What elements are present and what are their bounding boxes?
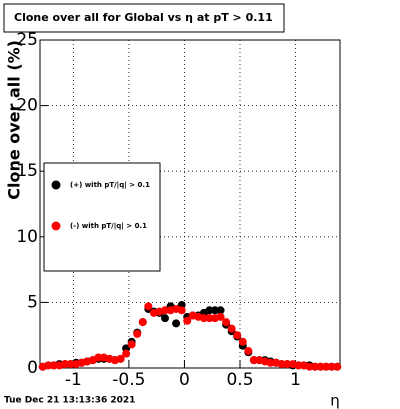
data-point: [144, 302, 153, 311]
legend-label: (-) with pT/|q| > 0.1: [70, 222, 147, 231]
y-tick-label: 5: [27, 292, 38, 312]
data-point: [211, 306, 219, 315]
x-tick-label: 1: [290, 370, 301, 390]
data-point: [333, 362, 342, 371]
data-point: [66, 360, 75, 369]
chart-title: Clone over all for Global vs η at pT > 0…: [14, 11, 273, 24]
data-point: [283, 360, 292, 369]
data-point: [316, 362, 325, 371]
legend-label: (+) with pT/|q| > 0.1: [70, 181, 150, 190]
legend-marker: [51, 221, 61, 231]
data-point: [127, 340, 136, 349]
data-point: [61, 360, 69, 369]
data-point: [94, 353, 103, 362]
data-point: [233, 331, 242, 340]
data-point: [122, 349, 131, 358]
data-point: [44, 361, 53, 370]
data-point: [183, 316, 192, 325]
data-point: [161, 314, 169, 323]
data-point: [177, 306, 186, 315]
footer: Tue Dec 21 13:13:36 2021: [4, 396, 135, 406]
data-point: [161, 306, 169, 315]
data-point: [216, 306, 225, 315]
y-tick-label: 0: [27, 358, 38, 378]
x-tick-label: -1: [65, 370, 82, 390]
data-point: [277, 360, 286, 369]
data-point: [116, 354, 125, 363]
data-point: [311, 362, 319, 371]
data-point: [322, 362, 331, 371]
y-tick-label: 25: [16, 30, 38, 50]
y-tick-label: 20: [16, 96, 38, 116]
data-point: [327, 362, 336, 371]
x-tick-label: 0.5: [226, 370, 253, 390]
y-tick-label: 10: [16, 227, 38, 247]
legend-box: [43, 162, 161, 272]
data-point: [172, 319, 181, 328]
data-point: [244, 346, 253, 355]
data-point: [294, 361, 303, 370]
data-point: [266, 358, 275, 367]
data-point: [199, 314, 208, 323]
data-point: [227, 324, 236, 333]
x-tick-label: -0.5: [112, 370, 145, 390]
y-axis-label: Clone over all (%): [5, 40, 24, 200]
data-point: [49, 361, 58, 370]
plot-frame: [39, 39, 341, 369]
data-point: [205, 314, 214, 323]
data-point: [305, 362, 314, 371]
title-box: [3, 3, 285, 33]
x-tick-label: 0: [179, 370, 190, 390]
data-point: [238, 337, 247, 346]
data-point: [249, 356, 258, 365]
data-point: [205, 306, 214, 315]
y-tick-label: 15: [16, 161, 38, 181]
x-axis-label: η: [330, 392, 340, 409]
legend-marker: [51, 180, 61, 190]
data-point: [138, 318, 147, 327]
data-point: [133, 329, 142, 338]
data-point: [222, 318, 231, 327]
data-point: [216, 312, 225, 321]
